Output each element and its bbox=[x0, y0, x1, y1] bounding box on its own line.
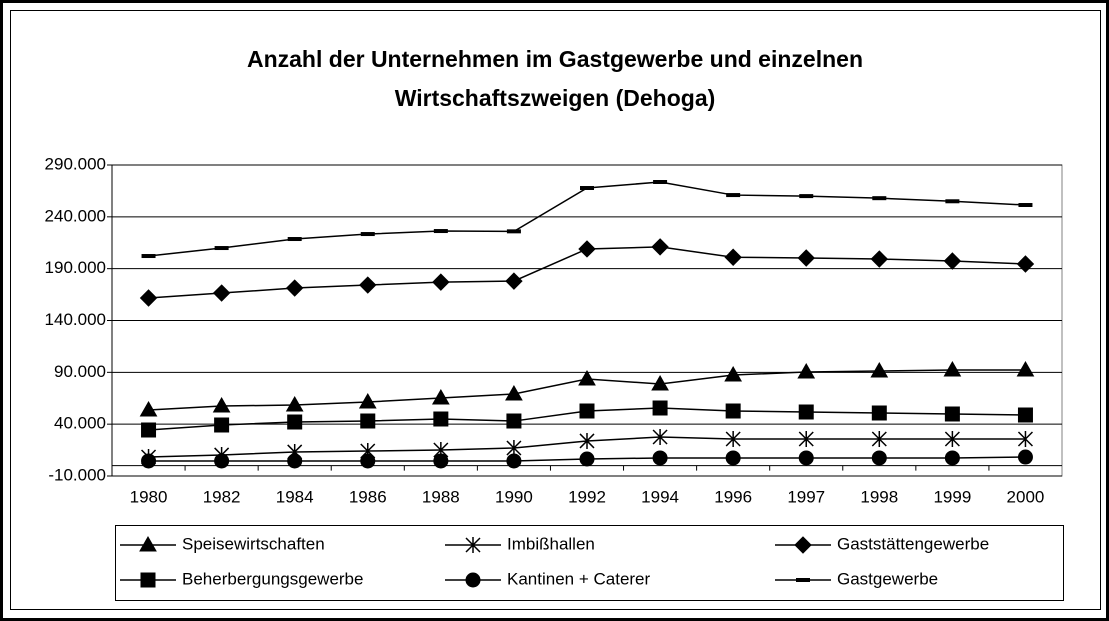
legend-label: Gastgewerbe bbox=[837, 569, 938, 588]
x-tick-label: 1980 bbox=[130, 487, 168, 506]
data-point bbox=[287, 414, 303, 430]
data-point bbox=[214, 453, 230, 469]
data-point bbox=[285, 279, 304, 297]
data-point bbox=[797, 363, 816, 379]
data-point bbox=[358, 392, 377, 409]
data-point bbox=[1017, 407, 1033, 423]
data-point bbox=[141, 453, 157, 469]
legend-label: Imbißhallen bbox=[507, 534, 595, 553]
y-tick-label: 290.000 bbox=[45, 154, 106, 173]
data-point bbox=[212, 397, 231, 413]
data-point bbox=[139, 400, 158, 417]
data-point bbox=[652, 450, 668, 466]
data-point bbox=[1016, 361, 1035, 377]
data-point bbox=[287, 453, 303, 469]
data-point bbox=[579, 403, 595, 419]
data-point bbox=[360, 453, 376, 469]
data-point bbox=[579, 432, 595, 449]
x-tick-label: 1982 bbox=[203, 487, 241, 506]
y-tick-label: 240.000 bbox=[45, 206, 106, 225]
data-point bbox=[944, 450, 960, 466]
data-point bbox=[798, 450, 814, 466]
data-point bbox=[506, 440, 522, 457]
x-tick-label: 1992 bbox=[568, 487, 606, 506]
data-point bbox=[871, 450, 887, 466]
data-point bbox=[506, 453, 522, 469]
x-tick-label: 1996 bbox=[714, 487, 752, 506]
data-point bbox=[943, 252, 962, 270]
y-tick-label: 40.000 bbox=[54, 414, 106, 433]
x-tick-label: 1986 bbox=[349, 487, 387, 506]
data-point bbox=[432, 273, 450, 291]
x-tick-label: 1994 bbox=[641, 487, 679, 506]
data-point bbox=[943, 361, 962, 377]
data-point bbox=[285, 395, 304, 412]
data-point bbox=[433, 411, 449, 427]
data-point bbox=[725, 403, 741, 419]
legend-label: Kantinen + Caterer bbox=[507, 569, 651, 588]
data-point bbox=[578, 369, 596, 386]
data-point bbox=[1017, 449, 1033, 465]
legend-label: Beherbergungsgewerbe bbox=[182, 569, 363, 588]
data-point bbox=[505, 272, 523, 290]
data-point bbox=[141, 422, 157, 438]
x-tick-label: 1997 bbox=[787, 487, 825, 506]
data-point bbox=[725, 450, 741, 466]
data-point bbox=[212, 284, 231, 302]
y-tick-label: -10.000 bbox=[48, 465, 106, 484]
data-point bbox=[725, 430, 741, 447]
data-point bbox=[578, 240, 596, 258]
x-tick-label: 1984 bbox=[276, 487, 314, 506]
data-point bbox=[944, 406, 960, 422]
legend-box bbox=[115, 525, 1064, 601]
data-point bbox=[579, 451, 595, 467]
legend-marker bbox=[139, 535, 157, 552]
data-point bbox=[652, 429, 668, 446]
data-point bbox=[724, 248, 742, 266]
data-point bbox=[431, 389, 450, 405]
data-point bbox=[798, 404, 814, 420]
data-point bbox=[798, 430, 814, 447]
chart-area-border bbox=[10, 10, 1101, 610]
data-point bbox=[651, 238, 669, 256]
data-point bbox=[506, 413, 522, 429]
data-point bbox=[359, 276, 377, 294]
y-tick-label: 140.000 bbox=[45, 310, 106, 329]
data-point bbox=[871, 430, 887, 447]
legend-marker bbox=[794, 536, 812, 554]
data-point bbox=[944, 430, 960, 447]
x-tick-label: 1990 bbox=[495, 487, 533, 506]
legend-marker bbox=[465, 572, 481, 588]
data-point bbox=[1017, 430, 1033, 447]
data-point bbox=[870, 361, 889, 378]
y-tick-label: 190.000 bbox=[45, 258, 106, 277]
legend-marker bbox=[465, 537, 481, 553]
data-point bbox=[139, 289, 158, 307]
data-point bbox=[360, 413, 376, 429]
data-point bbox=[724, 366, 743, 382]
legend-label: Speisewirtschaften bbox=[182, 534, 325, 553]
data-point bbox=[871, 405, 887, 421]
data-point bbox=[870, 250, 889, 268]
y-tick-label: 90.000 bbox=[54, 362, 106, 381]
legend-marker bbox=[140, 572, 156, 588]
chart-title: Anzahl der Unternehmen im Gastgewerbe un… bbox=[246, 46, 863, 111]
x-tick-label: 2000 bbox=[1007, 487, 1045, 506]
data-point bbox=[652, 400, 668, 416]
data-point bbox=[1016, 255, 1035, 273]
data-point bbox=[797, 249, 815, 267]
data-point bbox=[433, 453, 449, 469]
data-point bbox=[214, 417, 230, 433]
data-point bbox=[505, 384, 523, 401]
x-tick-label: 1999 bbox=[933, 487, 971, 506]
legend-label: Gaststättengewerbe bbox=[837, 534, 989, 553]
x-tick-label: 1998 bbox=[860, 487, 898, 506]
x-tick-label: 1988 bbox=[422, 487, 460, 506]
data-point bbox=[651, 375, 669, 391]
